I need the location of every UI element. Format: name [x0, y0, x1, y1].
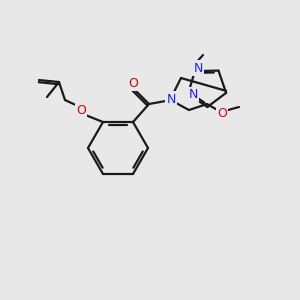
Text: O: O [217, 106, 227, 119]
Text: N: N [188, 88, 198, 101]
Text: N: N [166, 92, 176, 106]
Text: O: O [128, 76, 138, 89]
Text: O: O [76, 103, 86, 116]
Text: N: N [193, 61, 203, 74]
